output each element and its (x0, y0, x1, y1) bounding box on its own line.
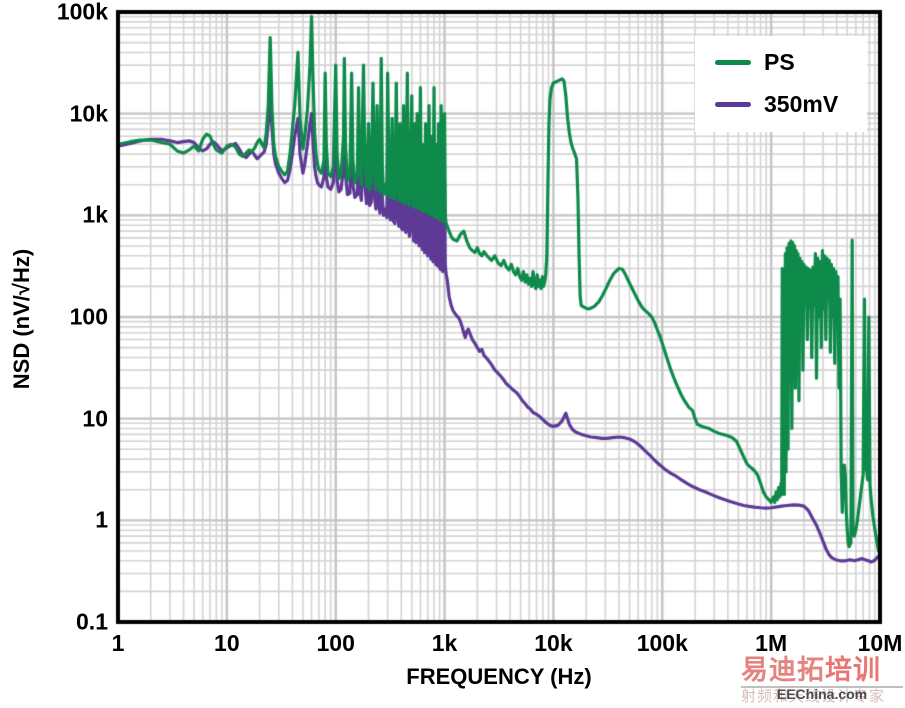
legend-label-350mv: 350mV (764, 90, 839, 117)
watermark: 易迪拓培训 射频和天线设计专家 EEChina.com (741, 657, 903, 706)
x-tick-label: 10k (534, 630, 573, 656)
y-tick-label: 10 (82, 405, 108, 432)
x-tick-label: 1k (431, 630, 458, 656)
y-tick-label: 0.1 (76, 608, 108, 635)
x-tick-label: 100k (636, 630, 688, 656)
legend-swatch-ps (715, 59, 751, 65)
watermark-tagline: 射频和天线设计专家 (741, 688, 886, 705)
watermark-brand: 易迪拓培训 (741, 657, 903, 684)
watermark-brand-main: 易迪拓 (741, 655, 825, 685)
legend: PS 350mV (695, 36, 867, 132)
x-tick-label: 1M (755, 630, 788, 656)
x-tick-label: 1 (111, 630, 125, 656)
legend-swatch-350mv (715, 101, 751, 107)
y-axis-title: NSD (nV/√Hz) (9, 248, 34, 390)
y-tick-label: 1 (95, 506, 108, 533)
legend-item-ps: PS (695, 41, 867, 83)
y-tick-label: 100k (56, 0, 108, 25)
x-tick-label: 10M (857, 630, 903, 656)
watermark-divider (741, 686, 903, 688)
x-tick-label: 10 (214, 630, 240, 656)
y-tick-label: 1k (82, 201, 108, 228)
legend-item-350mv: 350mV (695, 83, 867, 125)
x-tick-label: 100 (316, 630, 355, 656)
watermark-brand-accent: 培训 (825, 655, 881, 685)
legend-label-ps: PS (764, 48, 795, 75)
y-tick-label: 10k (69, 100, 108, 127)
watermark-site-overlay: EEChina.com (776, 686, 868, 702)
watermark-tagline-wrap: 射频和天线设计专家 EEChina.com (741, 686, 903, 706)
y-tick-label: 100 (69, 303, 108, 330)
x-axis-title: FREQUENCY (Hz) (406, 664, 592, 689)
